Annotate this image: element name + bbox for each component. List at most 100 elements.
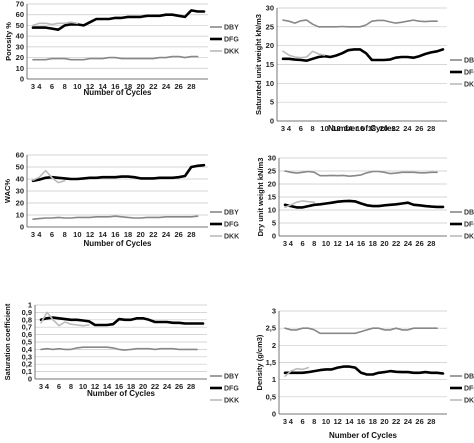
chart-4-xtick-label: 12 (333, 239, 341, 248)
chart-1-xtick-label: 22 (149, 82, 157, 91)
chart-5-legend-label-dkk: DKK (224, 398, 239, 405)
chart-2-xtick-label: 6 (299, 124, 303, 133)
chart-5-ytick-label: 0,7 (22, 323, 32, 332)
chart-6-series-dkk (284, 366, 310, 377)
chart-3-xtick-label: 8 (63, 230, 67, 239)
chart-3-ytick-label: 40 (16, 175, 24, 184)
chart-1-xtick-label: 3 (31, 82, 35, 91)
chart-5-xtick-label: 24 (163, 382, 172, 391)
chart-2-xtick-label: 20 (380, 124, 388, 133)
chart-4-legend-label-dfg: DFG (464, 222, 474, 229)
chart-3-xtick-label: 24 (162, 230, 171, 239)
chart-1-ytick-label: 10 (16, 64, 24, 73)
chart-2-xtick-label: 4 (287, 124, 292, 133)
chart-5-ytick-label: 0,4 (22, 345, 33, 354)
chart-6-ytick-label: 3 (272, 307, 276, 316)
chart-4-xtick-label: 10 (322, 239, 330, 248)
chart-4-legend-label-dby: DBY (464, 210, 474, 217)
chart-6-xtick-label: 3 (283, 417, 287, 426)
chart-3-ytick-label: 0 (20, 223, 24, 232)
chart-1-xtick-label: 6 (50, 82, 54, 91)
chart-2-series-dby (282, 19, 438, 28)
chart-4-series-dkk (284, 200, 316, 209)
chart-6-xlabel: Number of Cycles (329, 431, 398, 440)
chart-4-xtick-label: 20 (380, 239, 388, 248)
chart-4-xtick-label: 22 (392, 239, 400, 248)
chart-5-xtick-label: 18 (127, 382, 135, 391)
chart-6-xtick-label: 22 (392, 417, 400, 426)
chart-2-legend-label-dkk: DKK (464, 82, 474, 89)
chart-2-legend-label-dfg: DFG (464, 70, 474, 77)
chart-4-ytick-label: 0 (272, 232, 276, 241)
chart-5-xtick-label: 4 (45, 382, 50, 391)
chart-5-xtick-label: 22 (151, 382, 159, 391)
chart-2-xtick-label: 16 (356, 124, 364, 133)
chart-1-series-dfg (31, 9, 206, 31)
chart-4-ytick-label: 25 (268, 167, 276, 176)
chart-5-ytick-label: 1 (28, 301, 32, 310)
chart-5-xtick-label: 12 (91, 382, 99, 391)
chart-6-xtick-label: 4 (289, 417, 294, 426)
chart-5-xtick-label: 6 (57, 382, 61, 391)
chart-4-ylabel: Dry unit weight kN/m3 (256, 158, 265, 237)
chart-5-series-dfg (39, 316, 205, 327)
chart-6-ytick-label: 1,5 (266, 358, 276, 367)
chart-2-series-dkk (282, 50, 326, 59)
chart-4-xtick-label: 3 (283, 239, 287, 248)
chart-1-ytick-label: 70 (16, 0, 24, 9)
chart-3-ylabel: WAC% (3, 179, 12, 203)
chart-1-ytick-label: 50 (16, 21, 24, 30)
chart-2-ylabel: Saturated unit weight kN/m3 (254, 14, 263, 115)
chart-5-xlabel: Number of Cycles (87, 389, 156, 398)
chart-2-xtick-label: 8 (311, 124, 315, 133)
chart-6-xtick-label: 10 (322, 417, 330, 426)
chart-6-xtick-label: 24 (404, 417, 413, 426)
chart-4-ytick-label: 5 (272, 219, 276, 228)
chart-3-ytick-label: 30 (16, 187, 24, 196)
chart-3-xtick-label: 12 (86, 230, 94, 239)
chart-3-series-dkk (32, 169, 66, 184)
chart-3-xtick-label: 6 (50, 230, 54, 239)
chart-5-xtick-label: 10 (79, 382, 87, 391)
chart-3-xtick-label: 10 (73, 230, 81, 239)
chart-2-xlabel: Number of Cycles (328, 124, 397, 133)
chart-5-xtick-label: 28 (187, 382, 195, 391)
chart-2-ytick-label: 5 (270, 98, 274, 107)
chart-3-xtick-label: 22 (149, 230, 157, 239)
chart-6-xtick-label: 28 (427, 417, 435, 426)
chart-5-xtick-label: 20 (139, 382, 147, 391)
chart-1-xtick-label: 12 (86, 82, 94, 91)
chart-6-xtick-label: 12 (333, 417, 341, 426)
chart-4-xtick-label: 8 (312, 239, 316, 248)
chart-3-xtick-label: 20 (136, 230, 144, 239)
chart-3-xtick-label: 28 (187, 230, 195, 239)
chart-6-xtick-label: 20 (380, 417, 388, 426)
chart-3-ytick-label: 20 (16, 199, 24, 208)
chart-6-legend-label-dby: DBY (464, 374, 474, 381)
chart-1-ytick-label: 60 (16, 10, 24, 19)
chart-1-ytick-label: 0 (20, 75, 24, 84)
chart-6-ytick-label: 2,5 (266, 324, 276, 333)
chart-1-xlabel: Number of Cycles (83, 88, 152, 97)
chart-2-legend-label-dby: DBY (464, 58, 474, 65)
chart-5-xtick-label: 14 (103, 382, 112, 391)
chart-5-xtick-label: 8 (69, 382, 73, 391)
chart-1-ytick-label: 20 (16, 53, 24, 62)
chart-1-xtick-label: 28 (187, 82, 195, 91)
chart-6-ylabel: Density (g/cm3) (255, 334, 264, 390)
chart-4-series-dby (284, 170, 438, 177)
chart-5-ytick-label: 0 (28, 375, 32, 384)
chart-5-ytick-label: 0,5 (22, 338, 32, 347)
chart-3-series-dby (32, 215, 199, 220)
chart-2-xtick-label: 26 (415, 124, 423, 133)
chart-4-ytick-label: 15 (268, 193, 276, 202)
chart-1-series-dby (32, 55, 199, 61)
chart-2-ytick-label: 25 (266, 22, 274, 31)
chart-2-xtick-label: 22 (391, 124, 399, 133)
chart-4-xtick-label: 28 (427, 239, 435, 248)
chart-5-legend-label-dfg: DFG (224, 386, 239, 393)
chart-6-xtick-label: 6 (300, 417, 304, 426)
chart-5-ytick-label: 0,2 (22, 360, 32, 369)
chart-1-xtick-label: 26 (174, 82, 182, 91)
chart-1-xtick-label: 16 (111, 82, 119, 91)
